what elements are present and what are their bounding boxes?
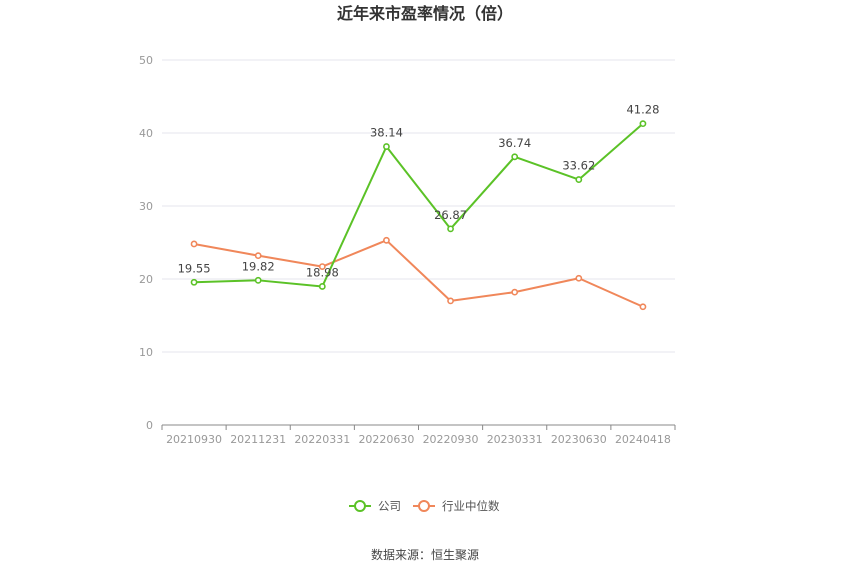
data-label: 26.87 xyxy=(434,208,467,222)
x-tick-label: 20220331 xyxy=(294,433,350,446)
data-point-industry-median xyxy=(639,303,647,311)
y-axis-ticks: 0 10 20 30 40 50 xyxy=(139,54,153,432)
data-point-company xyxy=(511,153,519,161)
data-label: 41.28 xyxy=(626,103,659,117)
data-source: 数据来源：恒生聚源 xyxy=(371,547,479,562)
x-axis-ticks: 20210930 20211231 20220331 20220630 20220930… xyxy=(161,424,676,446)
data-label: 18.98 xyxy=(306,265,339,279)
data-point-company xyxy=(575,176,583,183)
y-tick-label: 50 xyxy=(139,54,153,67)
y-tick-label: 30 xyxy=(139,200,153,213)
x-tick-label: 20230331 xyxy=(487,433,543,446)
grid-layer xyxy=(162,59,675,353)
data-label: 19.82 xyxy=(242,259,275,273)
data-point-industry-median xyxy=(383,236,390,244)
data-point-company xyxy=(254,276,262,284)
data-point-industry-median xyxy=(511,288,519,296)
y-tick-label: 0 xyxy=(146,419,153,432)
series-line-industry-median xyxy=(193,239,644,308)
data-point-industry-median xyxy=(575,274,583,282)
data-labels: 19.55 19.82 18.98 38.14 26.87 36.74 33.62 41.28 xyxy=(178,103,660,280)
x-tick-label: 20240418 xyxy=(615,433,671,446)
y-tick-label: 40 xyxy=(139,127,153,140)
data-point-industry-median xyxy=(190,240,198,248)
legend: 公司 行业中位数 xyxy=(349,499,500,513)
legend-label: 行业中位数 xyxy=(442,499,500,513)
data-point-industry-median xyxy=(447,297,454,305)
data-label: 38.14 xyxy=(370,126,403,140)
data-point-company xyxy=(190,278,198,286)
data-label: 19.55 xyxy=(178,261,211,275)
x-tick-label: 20220930 xyxy=(423,433,479,446)
data-label: 36.74 xyxy=(498,136,531,150)
data-point-company xyxy=(447,225,454,233)
x-tick-label: 20230630 xyxy=(551,433,607,446)
data-point-company xyxy=(318,283,326,290)
x-tick-label: 20210930 xyxy=(166,433,222,446)
x-tick-label: 20211231 xyxy=(230,433,286,446)
legend-marker-icon xyxy=(354,500,366,512)
legend-item-company[interactable]: 公司 xyxy=(349,499,401,513)
x-tick-label: 20220630 xyxy=(358,433,414,446)
legend-item-industry-median[interactable]: 行业中位数 xyxy=(413,499,500,513)
y-tick-label: 20 xyxy=(139,273,153,286)
data-point-company xyxy=(639,120,647,128)
data-label: 33.62 xyxy=(562,159,595,173)
data-point-company xyxy=(383,143,390,150)
legend-marker-icon xyxy=(418,500,430,512)
series-layer xyxy=(190,120,647,311)
data-point-industry-median xyxy=(254,252,262,260)
y-tick-label: 10 xyxy=(139,346,153,359)
legend-label: 公司 xyxy=(378,499,401,513)
data-point-industry-median xyxy=(318,263,326,270)
series-line-company xyxy=(194,122,644,288)
chart-title: 近年来市盈率情况（倍） xyxy=(337,4,513,23)
